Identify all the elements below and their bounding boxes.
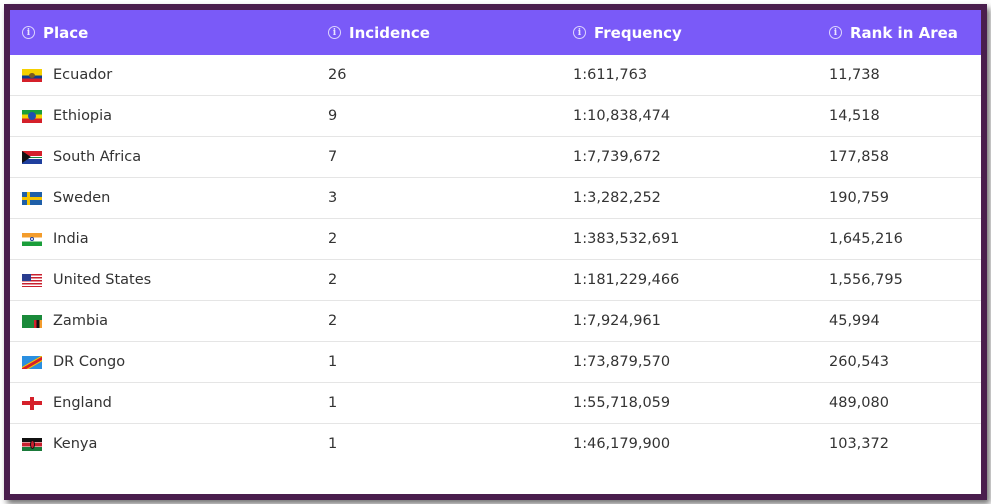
header-place-label: Place	[43, 23, 89, 42]
place-cell: Ethiopia	[22, 96, 112, 136]
header-rank[interactable]: i Rank in Area	[829, 10, 958, 55]
table-row[interactable]: Zambia 2 1:7,924,961 45,994	[10, 301, 981, 342]
table-row[interactable]: United States 2 1:181,229,466 1,556,795	[10, 260, 981, 301]
table-row[interactable]: South Africa 7 1:7,739,672 177,858	[10, 137, 981, 178]
place-cell: South Africa	[22, 137, 141, 177]
united-states-flag-icon	[22, 273, 42, 287]
frequency-cell: 1:55,718,059	[573, 395, 671, 411]
table-row[interactable]: Kenya 1 1:46,179,900 103,372	[10, 424, 981, 464]
rank-cell: 11,738	[829, 67, 880, 83]
place-cell: DR Congo	[22, 342, 125, 382]
table-row[interactable]: Sweden 3 1:3,282,252 190,759	[10, 178, 981, 219]
incidence-cell: 9	[328, 108, 338, 124]
place-name: United States	[53, 272, 152, 288]
incidence-cell: 7	[328, 149, 338, 165]
frequency-cell: 1:7,924,961	[573, 313, 661, 329]
frequency-cell: 1:73,879,570	[573, 354, 671, 370]
frequency-cell: 1:611,763	[573, 67, 648, 83]
incidence-cell: 2	[328, 231, 338, 247]
incidence-cell: 2	[328, 313, 338, 329]
place-cell: United States	[22, 260, 151, 300]
india-flag-icon	[22, 232, 42, 246]
rank-cell: 1,645,216	[829, 231, 903, 247]
place-name: Zambia	[53, 313, 109, 329]
zambia-flag-icon	[22, 314, 42, 328]
rank-cell: 103,372	[829, 436, 889, 452]
table-row[interactable]: Ecuador 26 1:611,763 11,738	[10, 55, 981, 96]
rank-cell: 190,759	[829, 190, 889, 206]
frequency-cell: 1:7,739,672	[573, 149, 661, 165]
table-header: i Place i Incidence i Frequency i Rank i…	[10, 10, 981, 55]
info-icon[interactable]: i	[829, 26, 842, 39]
place-name: England	[53, 395, 112, 411]
place-cell: Ecuador	[22, 55, 112, 95]
place-name: Ecuador	[53, 67, 113, 83]
place-cell: England	[22, 383, 112, 423]
table-body: Ecuador 26 1:611,763 11,738 Ethiopia 9 1…	[10, 55, 981, 464]
sweden-flag-icon	[22, 191, 42, 205]
place-name: Sweden	[53, 190, 111, 206]
info-icon[interactable]: i	[573, 26, 586, 39]
rank-cell: 45,994	[829, 313, 880, 329]
place-cell: Zambia	[22, 301, 108, 341]
place-name: Kenya	[53, 436, 98, 452]
table-row[interactable]: India 2 1:383,532,691 1,645,216	[10, 219, 981, 260]
header-incidence[interactable]: i Incidence	[328, 10, 430, 55]
rank-cell: 489,080	[829, 395, 889, 411]
rank-cell: 1,556,795	[829, 272, 903, 288]
kenya-flag-icon	[22, 437, 42, 451]
dr-congo-flag-icon	[22, 355, 42, 369]
incidence-cell: 2	[328, 272, 338, 288]
header-place[interactable]: i Place	[22, 10, 88, 55]
header-frequency-label: Frequency	[594, 23, 682, 42]
incidence-cell: 1	[328, 354, 338, 370]
place-cell: Kenya	[22, 424, 97, 464]
info-icon[interactable]: i	[22, 26, 35, 39]
header-frequency[interactable]: i Frequency	[573, 10, 682, 55]
ethiopia-flag-icon	[22, 109, 42, 123]
table-row[interactable]: Ethiopia 9 1:10,838,474 14,518	[10, 96, 981, 137]
place-name: DR Congo	[53, 354, 126, 370]
table-row[interactable]: England 1 1:55,718,059 489,080	[10, 383, 981, 424]
rank-cell: 14,518	[829, 108, 880, 124]
ecuador-flag-icon	[22, 68, 42, 82]
frequency-cell: 1:181,229,466	[573, 272, 680, 288]
table-frame: i Place i Incidence i Frequency i Rank i…	[4, 4, 987, 500]
frequency-cell: 1:46,179,900	[573, 436, 671, 452]
incidence-cell: 1	[328, 395, 338, 411]
frequency-cell: 1:383,532,691	[573, 231, 680, 247]
incidence-cell: 1	[328, 436, 338, 452]
rank-cell: 260,543	[829, 354, 889, 370]
header-incidence-label: Incidence	[349, 23, 430, 42]
frequency-cell: 1:10,838,474	[573, 108, 671, 124]
rank-cell: 177,858	[829, 149, 889, 165]
place-cell: India	[22, 219, 89, 259]
frequency-cell: 1:3,282,252	[573, 190, 661, 206]
place-cell: Sweden	[22, 178, 110, 218]
header-rank-label: Rank in Area	[850, 23, 958, 42]
place-name: South Africa	[53, 149, 142, 165]
incidence-cell: 26	[328, 67, 347, 83]
incidence-cell: 3	[328, 190, 338, 206]
south-africa-flag-icon	[22, 150, 42, 164]
table-row[interactable]: DR Congo 1 1:73,879,570 260,543	[10, 342, 981, 383]
england-flag-icon	[22, 396, 42, 410]
place-name: Ethiopia	[53, 108, 113, 124]
info-icon[interactable]: i	[328, 26, 341, 39]
place-name: India	[53, 231, 89, 247]
